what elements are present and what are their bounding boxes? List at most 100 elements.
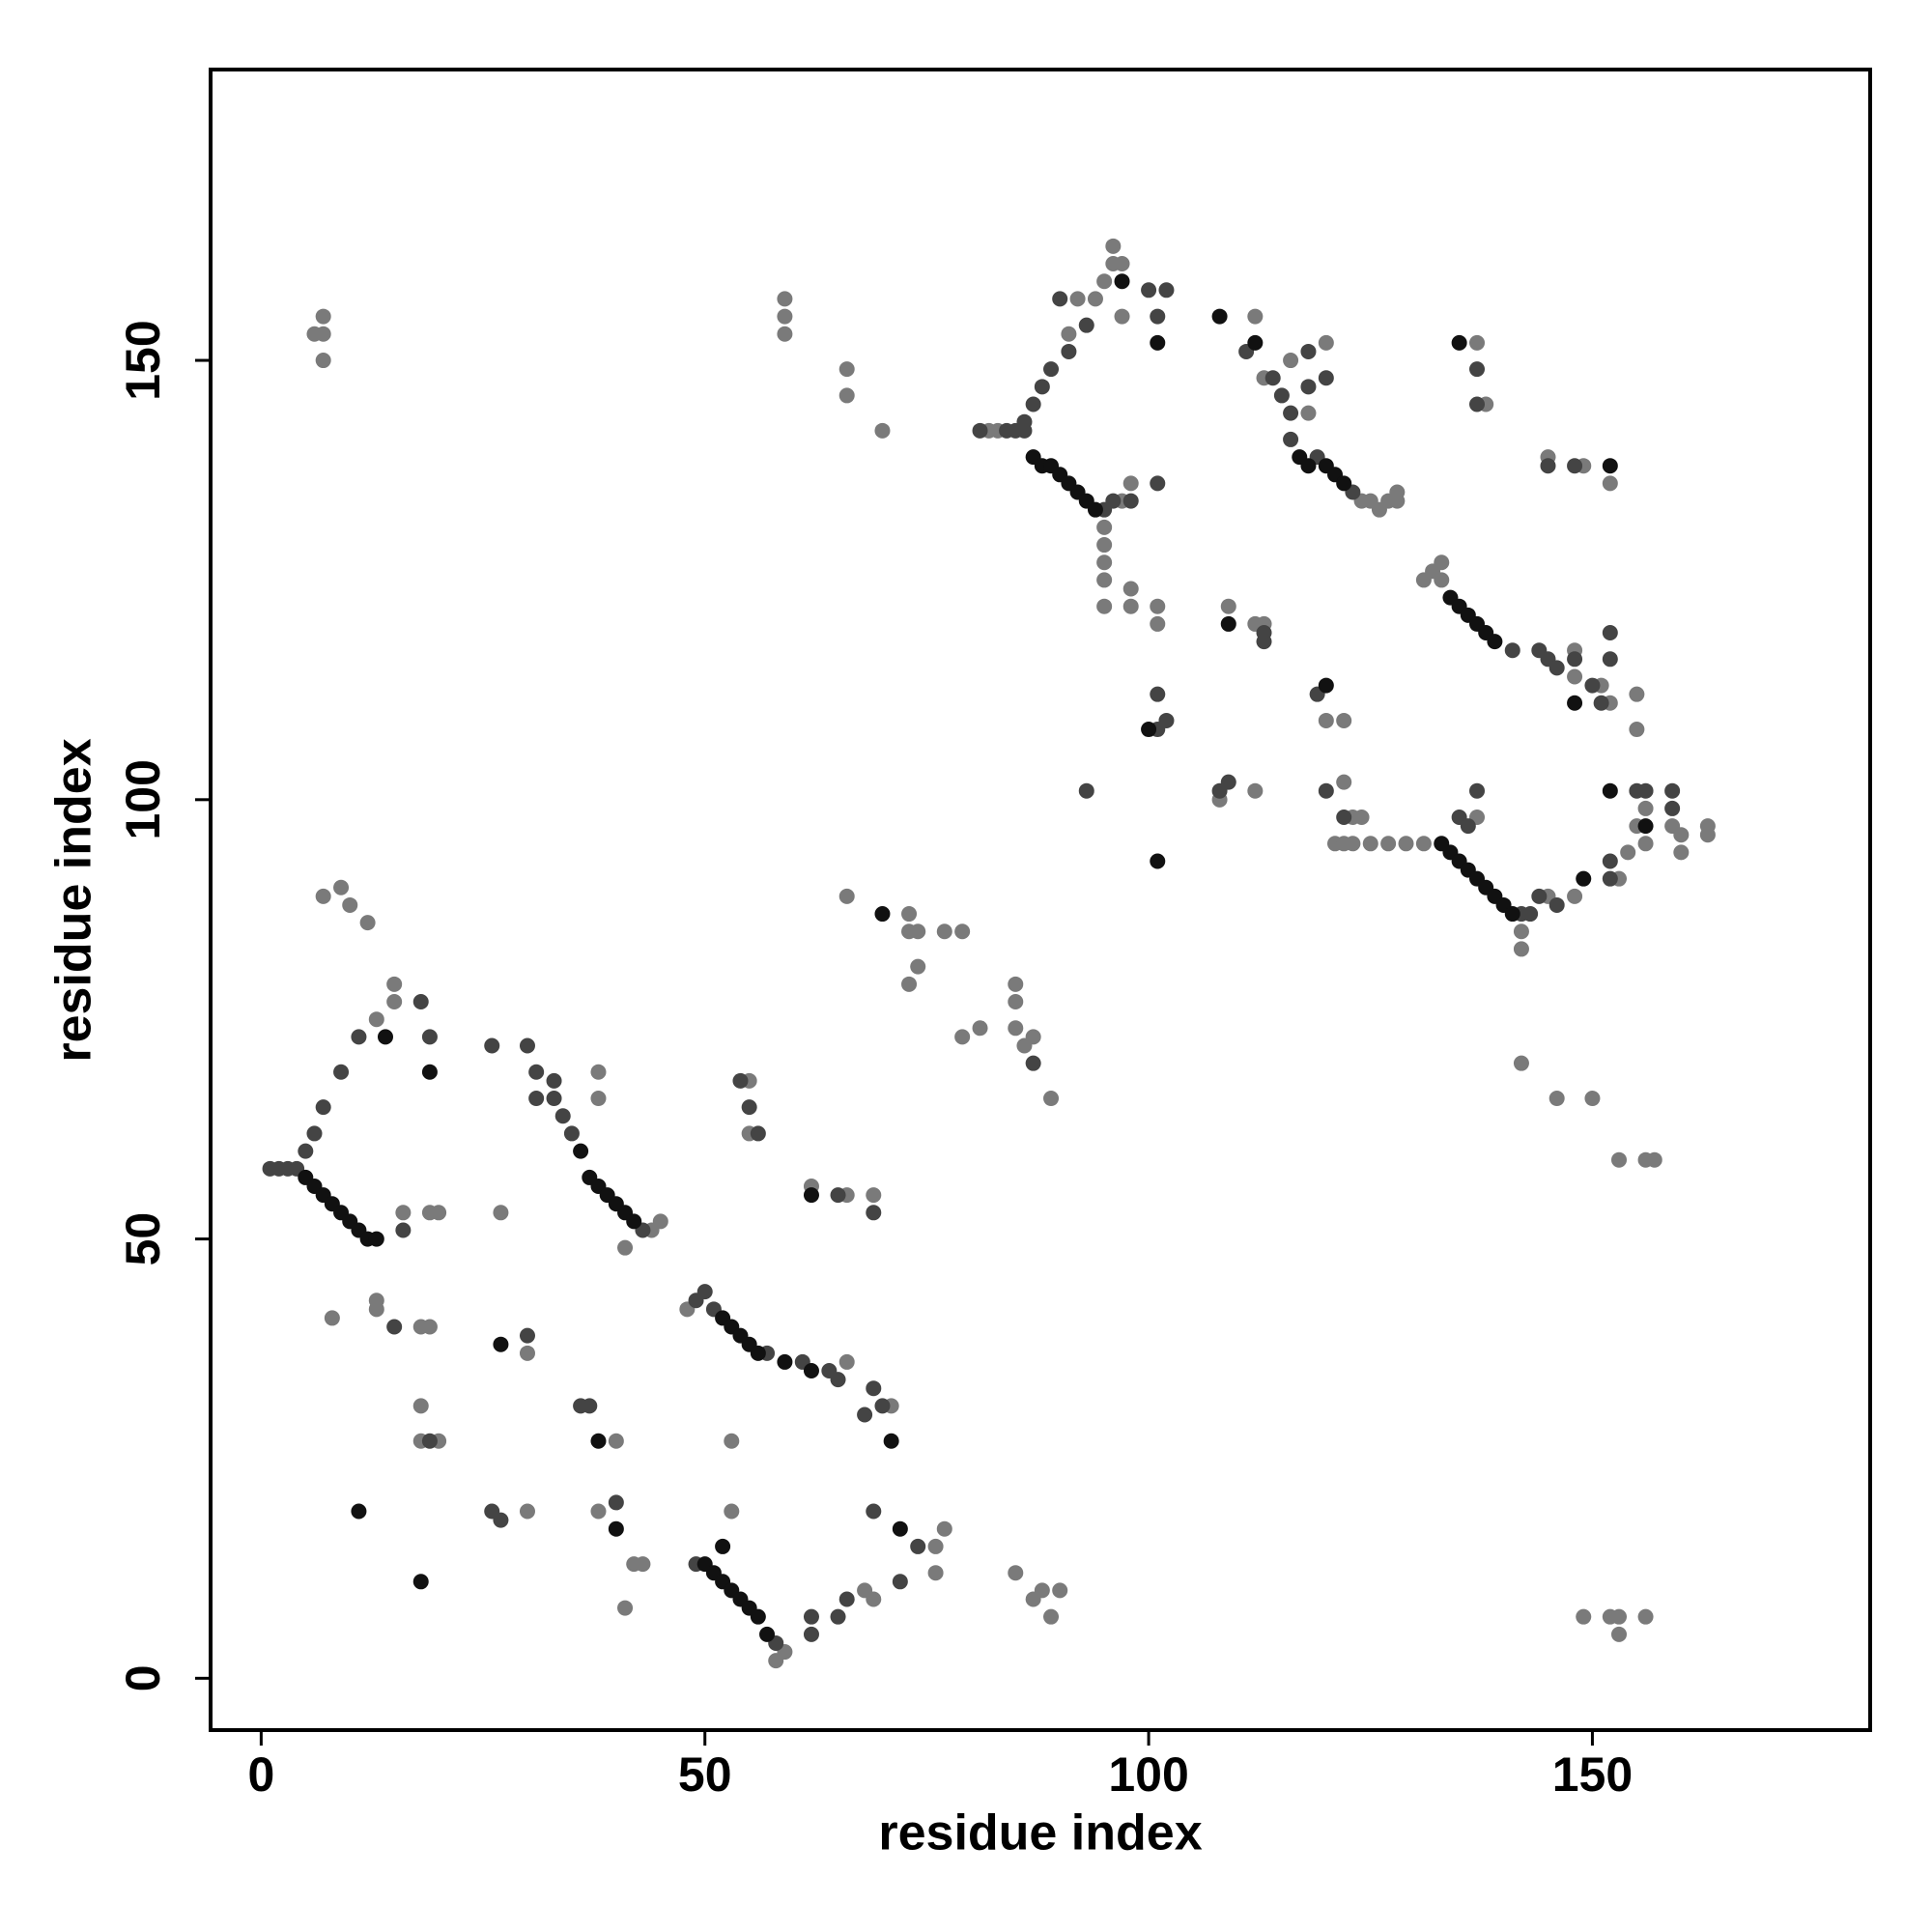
point (1637, 800, 1654, 816)
point (573, 1143, 589, 1159)
point (1008, 1565, 1024, 1581)
x-tick-label: 50 (678, 1747, 732, 1802)
point (1504, 642, 1520, 659)
point (1336, 712, 1352, 728)
point (838, 888, 855, 904)
point (324, 1310, 340, 1326)
point (777, 1353, 793, 1370)
point (528, 1091, 545, 1107)
point (1114, 273, 1130, 290)
point (1637, 1608, 1654, 1625)
point (866, 1591, 882, 1607)
point (927, 1538, 944, 1554)
point (1150, 853, 1166, 869)
point (1548, 1091, 1565, 1107)
point (866, 1380, 882, 1397)
point (1087, 291, 1103, 307)
point (830, 1187, 846, 1204)
point (1158, 282, 1175, 298)
point (874, 906, 891, 923)
point (351, 1029, 367, 1045)
point (1637, 818, 1654, 835)
point (315, 353, 331, 369)
point (1025, 396, 1041, 412)
point (1620, 844, 1636, 861)
point (412, 1574, 429, 1590)
x-tick-label: 0 (247, 1747, 274, 1802)
point (1025, 1029, 1041, 1045)
point (563, 1125, 580, 1142)
point (635, 1556, 651, 1573)
point (431, 1205, 447, 1221)
point (359, 915, 376, 931)
point (546, 1091, 562, 1107)
point (1602, 625, 1618, 641)
point (590, 1503, 607, 1520)
point (1247, 308, 1264, 325)
x-tick-label: 100 (1108, 1747, 1188, 1802)
point (724, 1433, 740, 1449)
point (333, 1064, 350, 1080)
point (315, 1099, 331, 1116)
point (1576, 870, 1592, 887)
point (1415, 836, 1432, 852)
point (1273, 387, 1290, 404)
y-tick-label: 150 (116, 320, 170, 400)
point (1487, 634, 1503, 650)
point (1034, 1582, 1050, 1599)
point (528, 1064, 545, 1080)
point (1664, 800, 1681, 816)
point (519, 1503, 535, 1520)
point (1114, 256, 1130, 272)
point (1336, 810, 1352, 826)
point (954, 923, 971, 940)
point (750, 1608, 766, 1625)
point (421, 1064, 438, 1080)
point (1211, 308, 1228, 325)
point (1069, 291, 1086, 307)
point (901, 906, 918, 923)
point (1318, 370, 1334, 386)
point (838, 387, 855, 404)
point (608, 1520, 624, 1537)
point (1584, 677, 1601, 694)
point (1256, 634, 1272, 650)
point (732, 1072, 749, 1089)
point (1434, 554, 1450, 571)
point (777, 291, 793, 307)
point (838, 1353, 855, 1370)
point (1611, 1626, 1628, 1642)
point (1150, 598, 1166, 614)
point (1637, 836, 1654, 852)
point (910, 923, 926, 940)
point (1531, 888, 1548, 904)
point (298, 1143, 314, 1159)
point (395, 1222, 412, 1238)
point (590, 1433, 607, 1449)
point (1122, 493, 1139, 509)
point (1336, 475, 1352, 492)
point (1576, 1608, 1592, 1625)
point (1264, 370, 1281, 386)
point (1087, 501, 1103, 518)
point (910, 1538, 926, 1554)
point (1434, 572, 1450, 588)
point (759, 1626, 776, 1642)
point (626, 1213, 642, 1230)
point (421, 1029, 438, 1045)
point (1300, 379, 1317, 395)
point (972, 422, 988, 439)
point (1096, 273, 1113, 290)
point (493, 1336, 509, 1352)
point (1398, 836, 1414, 852)
point (351, 1503, 367, 1520)
point (1105, 238, 1122, 254)
point (368, 1011, 384, 1028)
y-tick-label: 0 (116, 1664, 170, 1691)
point (1637, 782, 1654, 799)
point (1043, 361, 1060, 378)
point (1318, 712, 1334, 728)
point (1602, 782, 1618, 799)
point (1114, 308, 1130, 325)
